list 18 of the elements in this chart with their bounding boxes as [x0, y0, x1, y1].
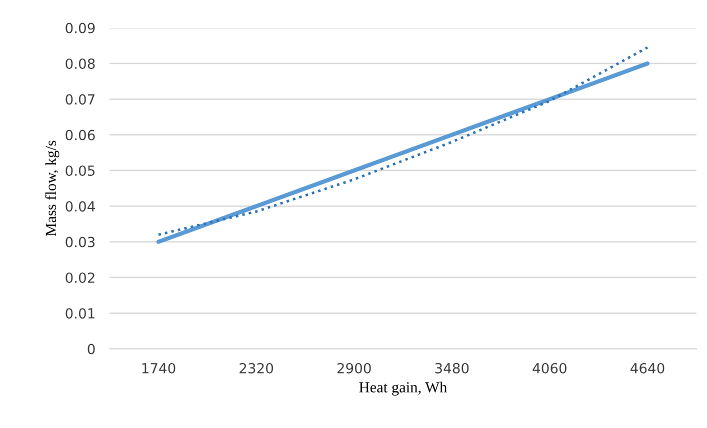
- x-tick-label: 2900: [337, 362, 371, 374]
- y-tick-label: 0.08: [66, 58, 95, 69]
- x-tick-label: 4640: [630, 362, 664, 374]
- y-tick-label: 0.02: [66, 272, 94, 283]
- x-tick-label: 4060: [532, 362, 566, 374]
- y-axis-title: Mass flow, kg/s: [45, 140, 60, 236]
- x-tick-label: 2320: [240, 362, 274, 374]
- y-tick-label: 0: [88, 344, 95, 354]
- y-tick-label: 0.03: [66, 236, 95, 248]
- x-axis-title: Heat gain, Wh: [359, 382, 447, 396]
- y-tick-label: 0.06: [66, 130, 95, 140]
- y-tick-label: 0.01: [66, 308, 94, 319]
- y-tick-label: 0.04: [66, 201, 95, 212]
- x-tick-label: 1740: [142, 362, 176, 374]
- y-tick-label: 0.09: [66, 22, 95, 34]
- y-tick-label: 0.05: [66, 165, 94, 176]
- y-tick-label: 0.07: [66, 94, 95, 105]
- x-tick-label: 3480: [435, 362, 469, 374]
